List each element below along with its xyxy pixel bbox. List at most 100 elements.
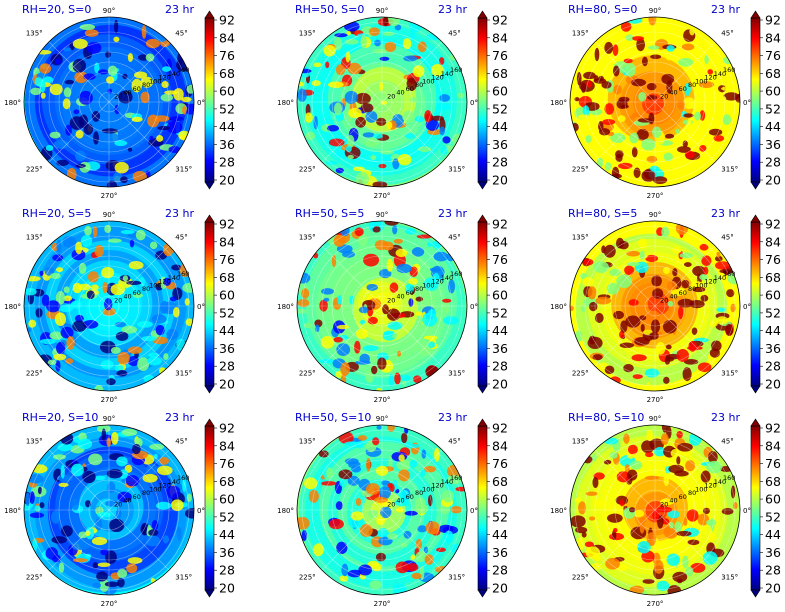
radial-tick-label: 20 xyxy=(114,500,122,508)
field-blob xyxy=(354,340,361,354)
field-blob xyxy=(653,446,666,457)
field-blob xyxy=(363,253,380,267)
field-blob xyxy=(666,280,678,291)
field-blob xyxy=(102,307,116,316)
field-blob xyxy=(313,543,324,557)
field-blob xyxy=(99,578,109,592)
colorbar-tick-label: 28 xyxy=(492,155,508,170)
radial-tick-label: 60 xyxy=(133,85,141,93)
field-blob xyxy=(404,283,414,294)
field-blob xyxy=(713,135,725,142)
field-blob xyxy=(74,314,84,323)
field-blob xyxy=(594,312,604,324)
angular-gridline xyxy=(108,245,170,307)
radial-tick-label: 120 xyxy=(158,278,170,286)
radial-tick-label: 20 xyxy=(387,92,395,100)
field-blob xyxy=(592,454,597,462)
colorbar-extend-min xyxy=(750,589,761,598)
field-blob xyxy=(39,63,52,74)
field-blob xyxy=(49,131,61,139)
field-blob xyxy=(100,360,114,370)
field-blob xyxy=(117,103,129,114)
field-blob xyxy=(416,234,433,239)
panel-title-left: RH=20, S=10 xyxy=(22,411,99,424)
colorbar-tick-label: 36 xyxy=(219,545,235,560)
angle-tick-label: 0° xyxy=(470,507,478,515)
field-blob xyxy=(678,305,684,320)
field-blob xyxy=(97,562,111,568)
field-blob xyxy=(399,490,410,503)
field-blob xyxy=(450,506,462,514)
colorbar-tick-label: 28 xyxy=(765,155,781,170)
field-blob xyxy=(336,324,350,330)
field-blob xyxy=(162,535,170,544)
field-blob xyxy=(664,133,675,139)
field-blob xyxy=(644,368,660,378)
field-blob xyxy=(378,81,384,91)
radial-gridline xyxy=(28,21,190,183)
field-blob xyxy=(51,510,61,524)
field-blob xyxy=(607,504,613,512)
radial-gridline xyxy=(361,285,403,327)
colorbar-tick-label: 36 xyxy=(765,341,781,356)
field-blob xyxy=(709,320,718,327)
colorbar-tick-label: 84 xyxy=(219,234,235,249)
radial-gridline xyxy=(634,81,676,123)
field-blob xyxy=(131,78,142,93)
angular-gridline xyxy=(381,41,443,103)
field-blob xyxy=(92,226,98,238)
colorbar-tick-label: 44 xyxy=(219,119,235,134)
field-blob xyxy=(403,55,418,62)
radial-gridline xyxy=(98,499,120,521)
field-blob xyxy=(40,92,46,99)
field-blob xyxy=(676,431,683,439)
colorbar-tick-label: 52 xyxy=(492,305,508,320)
field-blob xyxy=(415,296,424,302)
field-blob xyxy=(153,453,158,460)
field-blob xyxy=(659,498,674,506)
field-blob xyxy=(126,563,138,574)
radial-gridline xyxy=(594,41,716,163)
field-blob xyxy=(128,261,144,270)
radial-tick-label: 60 xyxy=(679,493,687,501)
field-blob xyxy=(424,554,434,565)
colorbar-tick-label: 68 xyxy=(492,270,508,285)
angle-tick-label: 0° xyxy=(743,507,751,515)
angle-tick-label: 180° xyxy=(550,507,567,515)
radial-gridline xyxy=(371,499,393,521)
field-blob xyxy=(347,134,355,148)
field-blob xyxy=(651,275,662,287)
field-blob xyxy=(53,139,70,149)
field-blob xyxy=(575,526,588,534)
field-blob xyxy=(355,92,371,105)
angle-tick-label: 315° xyxy=(721,166,738,174)
field-blob xyxy=(408,278,418,285)
radial-tick-label: 80 xyxy=(415,489,423,497)
radial-tick-label: 120 xyxy=(158,74,170,82)
field-blob xyxy=(321,481,337,486)
field-blob xyxy=(414,290,430,298)
colorbar-extend-min xyxy=(477,181,488,190)
angle-tick-label: 90° xyxy=(649,211,661,219)
field-blob xyxy=(347,154,354,160)
radial-gridline xyxy=(604,255,706,357)
field-blob xyxy=(444,530,454,544)
angle-tick-label: 180° xyxy=(550,303,567,311)
field-blob xyxy=(387,17,401,27)
field-blob xyxy=(439,94,451,102)
colorbar-tick-label: 68 xyxy=(492,474,508,489)
field-blob xyxy=(413,375,422,384)
field-blob xyxy=(62,98,71,110)
radial-gridline xyxy=(614,469,696,551)
angle-tick-label: 135° xyxy=(572,234,589,242)
field-blob xyxy=(344,90,359,104)
field-blob xyxy=(629,507,636,513)
radial-gridline xyxy=(88,489,130,531)
field-blob xyxy=(719,269,735,274)
radial-gridline xyxy=(58,51,160,153)
field-blob xyxy=(708,532,717,542)
field-blob xyxy=(586,114,602,127)
angular-gridline xyxy=(654,305,716,367)
field-blob xyxy=(677,442,693,452)
field-blob xyxy=(598,128,611,136)
